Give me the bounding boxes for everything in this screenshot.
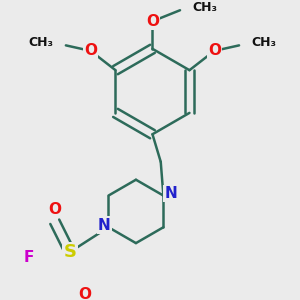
- Text: CH₃: CH₃: [28, 36, 53, 49]
- Text: S: S: [63, 243, 76, 261]
- Text: O: O: [48, 202, 61, 217]
- Text: N: N: [98, 218, 111, 232]
- Text: O: O: [79, 287, 92, 300]
- Text: CH₃: CH₃: [192, 1, 218, 14]
- Text: O: O: [84, 44, 97, 59]
- Text: O: O: [208, 44, 221, 59]
- Text: CH₃: CH₃: [251, 36, 277, 49]
- Text: N: N: [165, 186, 178, 201]
- Text: O: O: [146, 14, 159, 29]
- Text: F: F: [23, 250, 34, 265]
